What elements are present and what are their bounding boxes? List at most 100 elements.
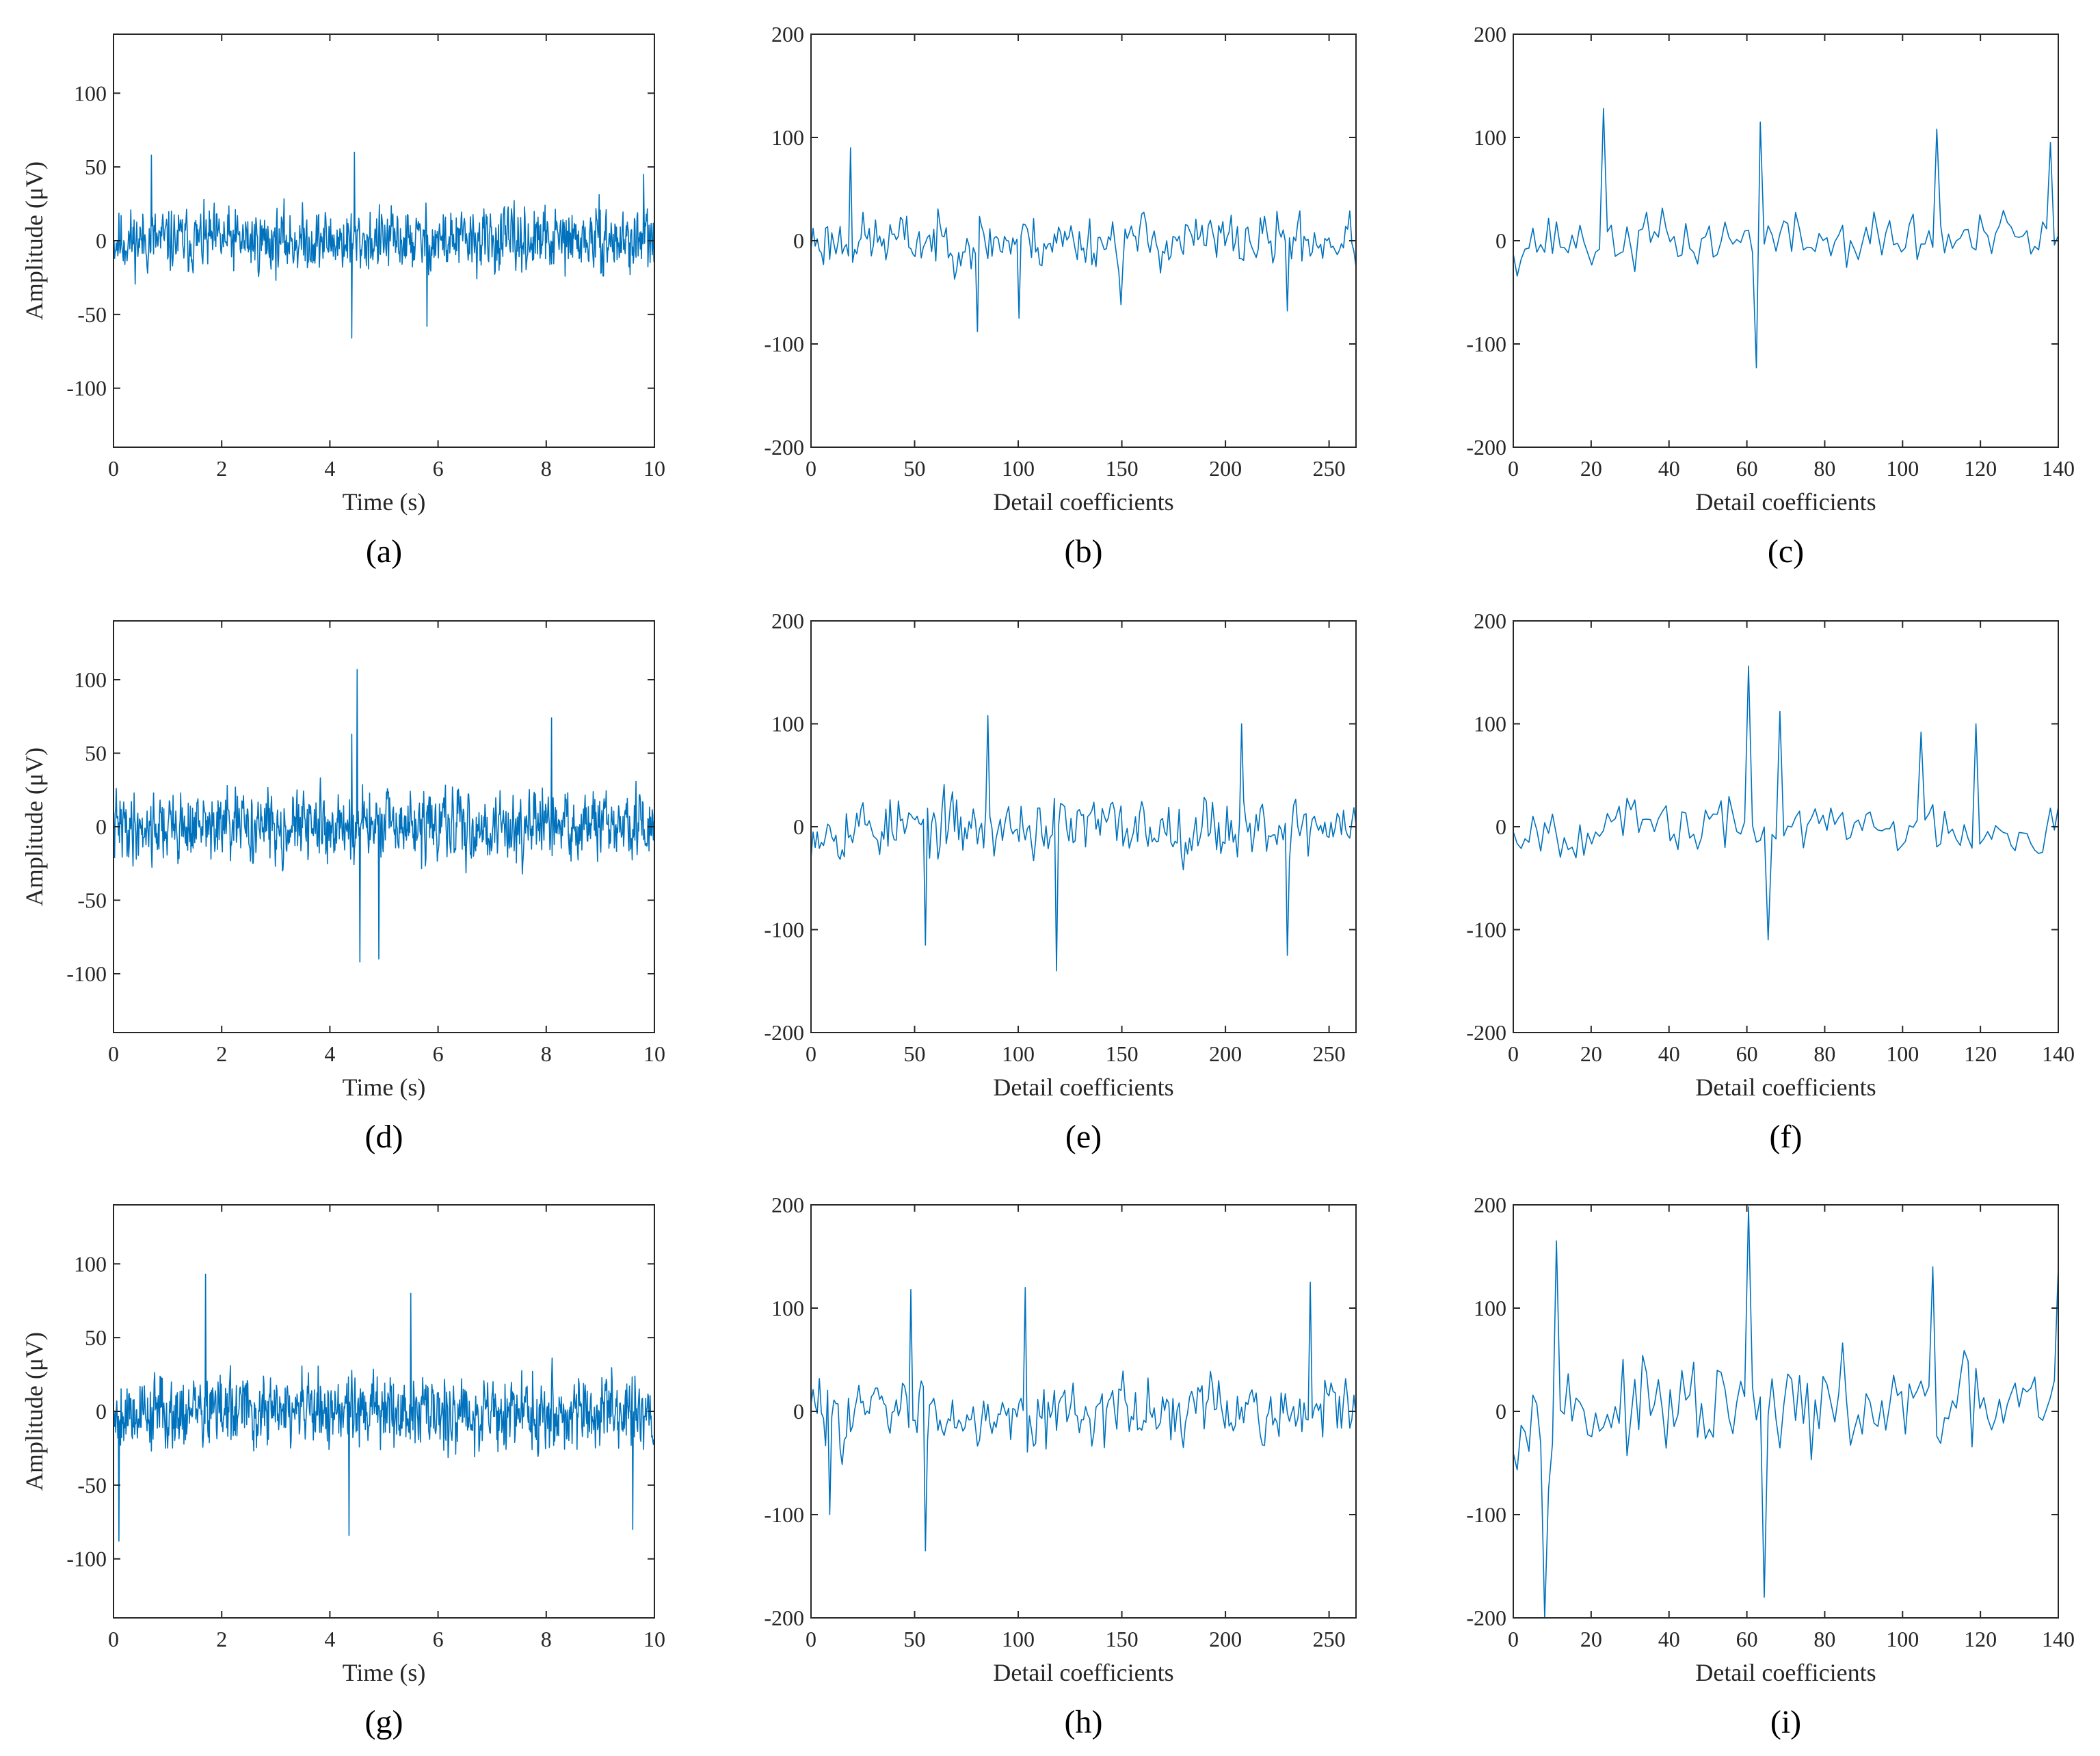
axes-frame-b bbox=[810, 34, 1357, 448]
x-tick-label: 60 bbox=[1736, 1041, 1758, 1066]
y-tick-label: -200 bbox=[764, 1020, 804, 1045]
x-tick-label: 4 bbox=[324, 1627, 335, 1651]
x-tick-label: 0 bbox=[108, 456, 119, 481]
x-tick-label: 8 bbox=[541, 1627, 552, 1651]
y-tick-label: 200 bbox=[771, 22, 804, 46]
y-tick-label: 100 bbox=[74, 1251, 107, 1276]
x-tick-label: 100 bbox=[1886, 456, 1919, 481]
y-tick-label: -200 bbox=[764, 1606, 804, 1630]
x-tick-label: 140 bbox=[2042, 1041, 2075, 1066]
panel-label: (i) bbox=[1770, 1704, 1801, 1740]
x-tick-label: 0 bbox=[806, 1627, 816, 1651]
y-tick-label: 200 bbox=[1474, 1193, 1506, 1217]
y-tick-label: 0 bbox=[793, 228, 804, 253]
y-axis-label: Amplitude (μV) bbox=[21, 161, 48, 320]
x-tick-label: 0 bbox=[108, 1041, 119, 1066]
x-tick-label: 6 bbox=[433, 1627, 444, 1651]
panel-g: 0 2 4 6 8 10 -100 -50 0 50 100 Time (s) Amplitude (μ… bbox=[21, 1204, 665, 1740]
x-tick-label: 120 bbox=[1964, 1041, 1997, 1066]
x-axis-label: Time (s) bbox=[343, 1659, 426, 1686]
x-tick-label: 20 bbox=[1580, 1041, 1602, 1066]
y-tick-label: 50 bbox=[85, 1325, 107, 1350]
y-tick-label: 200 bbox=[771, 1193, 804, 1217]
y-tick-label: -100 bbox=[1466, 918, 1506, 942]
y-tick-label: 0 bbox=[793, 814, 804, 839]
x-tick-label: 100 bbox=[1002, 1041, 1035, 1066]
x-tick-label: 2 bbox=[216, 456, 227, 481]
y-tick-label: 0 bbox=[96, 1399, 107, 1424]
x-tick-label: 140 bbox=[2042, 1627, 2075, 1651]
x-tick-label: 80 bbox=[1813, 1041, 1835, 1066]
x-tick-label: 10 bbox=[643, 1627, 665, 1651]
x-tick-label: 40 bbox=[1658, 1627, 1680, 1651]
series-line-f bbox=[1513, 665, 2058, 941]
panel-label: (a) bbox=[366, 533, 402, 570]
y-tick-label: 200 bbox=[771, 609, 804, 633]
x-tick-label: 100 bbox=[1886, 1627, 1919, 1651]
x-tick-label: 200 bbox=[1209, 1627, 1242, 1651]
y-tick-label: -100 bbox=[66, 376, 107, 401]
y-tick-label: 200 bbox=[1474, 22, 1506, 46]
series-line-g bbox=[114, 1273, 654, 1542]
y-tick-label: 0 bbox=[96, 228, 107, 253]
x-axis-label: Detail coefficients bbox=[993, 1659, 1173, 1686]
y-tick-label: 100 bbox=[1474, 712, 1506, 736]
series-line-h bbox=[811, 1281, 1356, 1552]
x-tick-label: 50 bbox=[904, 1627, 926, 1651]
x-tick-label: 200 bbox=[1209, 1041, 1242, 1066]
axes-frame-i bbox=[1513, 1204, 2059, 1619]
x-tick-label: 100 bbox=[1002, 456, 1035, 481]
y-tick-label: 200 bbox=[1474, 609, 1506, 633]
y-tick-label: 100 bbox=[771, 712, 804, 736]
series-line-b bbox=[811, 147, 1356, 332]
x-tick-label: 20 bbox=[1580, 456, 1602, 481]
panel-label: (g) bbox=[365, 1704, 403, 1740]
x-tick-label: 0 bbox=[1508, 1041, 1519, 1066]
x-tick-label: 60 bbox=[1736, 1627, 1758, 1651]
x-tick-label: 40 bbox=[1658, 1041, 1680, 1066]
y-tick-label: 100 bbox=[74, 667, 107, 692]
x-tick-label: 250 bbox=[1313, 1627, 1346, 1651]
series-line-c bbox=[1513, 107, 2058, 369]
x-tick-label: 140 bbox=[2042, 456, 2075, 481]
x-tick-label: 40 bbox=[1658, 456, 1680, 481]
y-tick-label: 100 bbox=[771, 1296, 804, 1320]
series-line-i bbox=[1513, 1206, 2058, 1618]
x-axis-label: Time (s) bbox=[343, 488, 426, 516]
x-tick-label: 250 bbox=[1313, 1041, 1346, 1066]
x-tick-label: 150 bbox=[1106, 1627, 1139, 1651]
y-tick-label: -100 bbox=[764, 918, 804, 942]
y-tick-label: 100 bbox=[1474, 125, 1506, 150]
axes-frame-h bbox=[810, 1204, 1357, 1619]
x-axis-label: Detail coefficients bbox=[1695, 1074, 1876, 1101]
x-tick-label: 100 bbox=[1002, 1627, 1035, 1651]
y-tick-label: -50 bbox=[77, 888, 107, 913]
x-tick-label: 10 bbox=[643, 456, 665, 481]
x-tick-label: 6 bbox=[433, 456, 444, 481]
series-line-a bbox=[114, 151, 654, 339]
x-tick-label: 100 bbox=[1886, 1041, 1919, 1066]
y-tick-label: -200 bbox=[1466, 1020, 1506, 1045]
panel-label: (b) bbox=[1065, 533, 1103, 570]
x-tick-label: 8 bbox=[541, 456, 552, 481]
x-tick-label: 0 bbox=[108, 1627, 119, 1651]
y-tick-label: -100 bbox=[764, 1502, 804, 1527]
series-line-e bbox=[811, 715, 1356, 972]
x-axis-label: Detail coefficients bbox=[993, 488, 1173, 516]
x-tick-label: 0 bbox=[806, 1041, 816, 1066]
x-tick-label: 150 bbox=[1106, 1041, 1139, 1066]
axes-frame-f bbox=[1513, 620, 2059, 1033]
y-tick-label: 50 bbox=[85, 741, 107, 766]
y-tick-label: 0 bbox=[793, 1399, 804, 1424]
panel-d: 0 2 4 6 8 10 -100 -50 0 50 100 Time (s) Amplitude (μ… bbox=[21, 620, 665, 1155]
x-axis-label: Time (s) bbox=[343, 1074, 426, 1101]
x-axis-label: Detail coefficients bbox=[1695, 488, 1876, 516]
panel-h: 0 50 100 150 200 250 -200 -100 0 100 200 Detail coe… bbox=[764, 1193, 1357, 1740]
y-tick-label: -200 bbox=[1466, 1606, 1506, 1630]
y-tick-label: 0 bbox=[1496, 814, 1506, 839]
y-tick-label: -50 bbox=[77, 1473, 107, 1498]
panel-f: 0 20 40 60 80 100 120 140 -200 -100 0 100 200 Detail … bbox=[1466, 609, 2075, 1155]
y-tick-label: -100 bbox=[1466, 1502, 1506, 1527]
x-tick-label: 0 bbox=[806, 456, 816, 481]
x-tick-label: 2 bbox=[216, 1041, 227, 1066]
